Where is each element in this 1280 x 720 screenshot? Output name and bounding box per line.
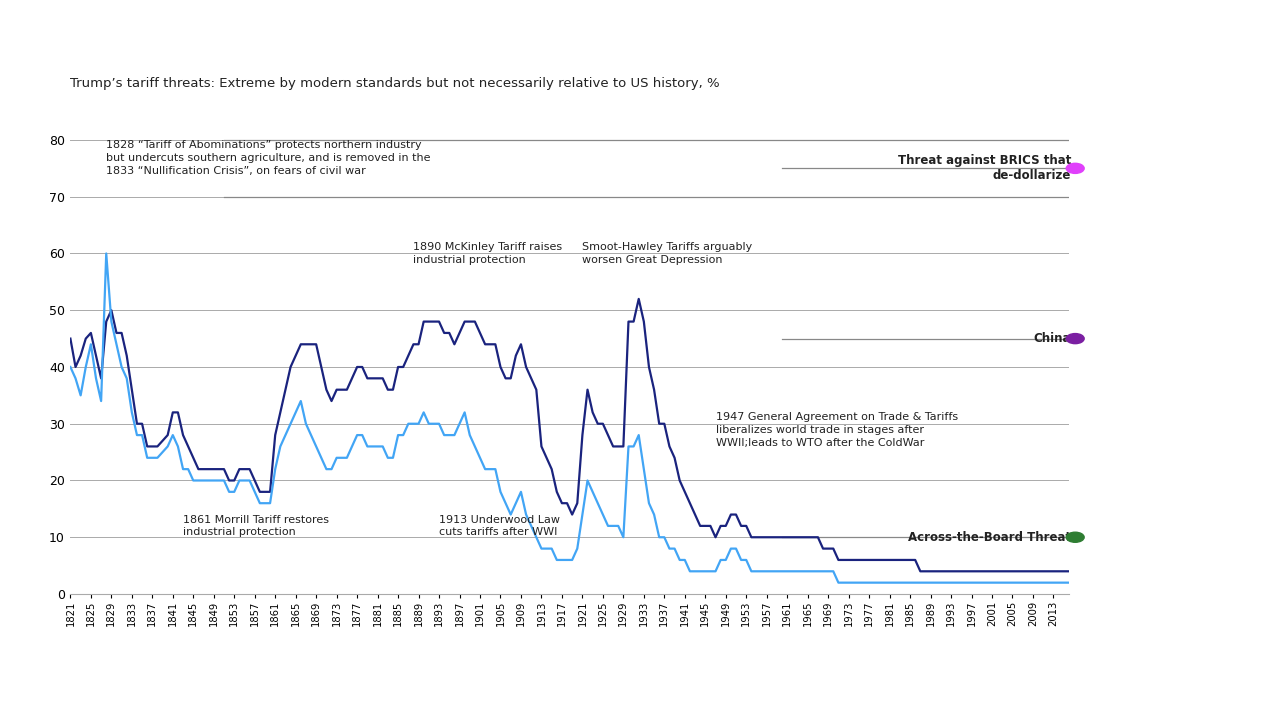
Text: 1828 “Tariff of Abominations” protects northern industry
but undercuts southern : 1828 “Tariff of Abominations” protects n… <box>106 140 431 176</box>
Text: 1947 General Agreement on Trade & Tariffs
liberalizes world trade in stages afte: 1947 General Agreement on Trade & Tariff… <box>716 413 957 448</box>
Text: 1861 Morrill Tariff restores
industrial protection: 1861 Morrill Tariff restores industrial … <box>183 515 329 537</box>
Text: Threat against BRICS that
de-dollarize: Threat against BRICS that de-dollarize <box>899 154 1071 182</box>
Text: Smoot-Hawley Tariffs arguably
worsen Great Depression: Smoot-Hawley Tariffs arguably worsen Gre… <box>582 242 753 265</box>
Text: Trump’s tariff threats: Extreme by modern standards but not necessarily relative: Trump’s tariff threats: Extreme by moder… <box>70 77 721 90</box>
Text: 1913 Underwood Law
cuts tariffs after WWI: 1913 Underwood Law cuts tariffs after WW… <box>439 515 561 537</box>
Text: Across-the-Board Threat: Across-the-Board Threat <box>909 531 1071 544</box>
Text: China: China <box>1034 332 1071 345</box>
Text: 1890 McKinley Tariff raises
industrial protection: 1890 McKinley Tariff raises industrial p… <box>413 242 563 265</box>
